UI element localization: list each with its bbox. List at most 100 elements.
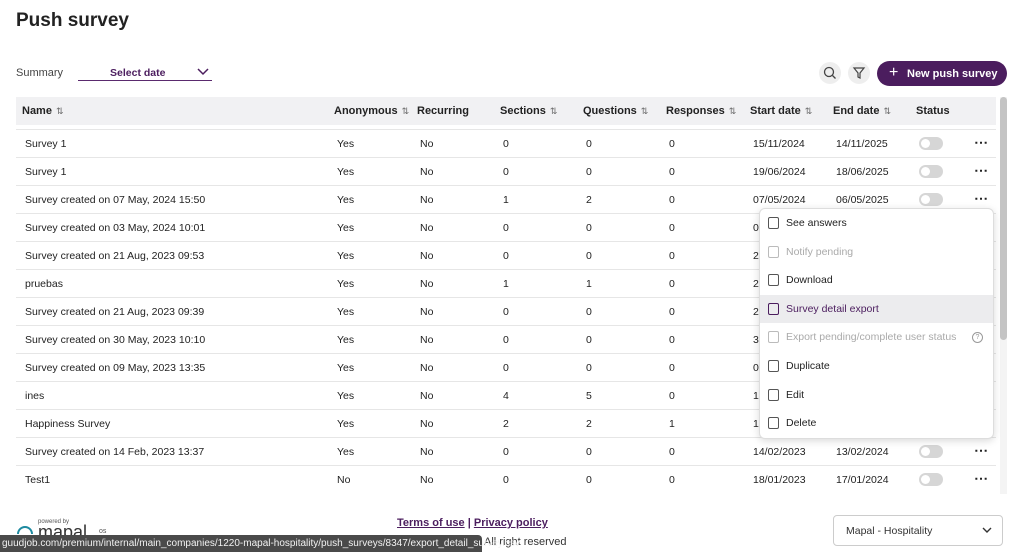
column-header[interactable]: Sections ⇅ bbox=[500, 105, 558, 117]
menu-item[interactable]: Duplicate bbox=[760, 352, 993, 380]
menu-item[interactable]: Delete bbox=[760, 409, 993, 437]
cell: Yes bbox=[337, 222, 355, 234]
cell: 0 bbox=[586, 446, 592, 458]
sort-icon: ⇅ bbox=[728, 106, 737, 116]
menu-icon bbox=[768, 388, 779, 401]
cell: 1 bbox=[753, 418, 759, 430]
cell: 19/06/2024 bbox=[753, 166, 806, 178]
cell: 0 bbox=[503, 222, 509, 234]
cell: 14/11/2025 bbox=[836, 138, 888, 150]
cell: Survey created on 21 Aug, 2023 09:39 bbox=[25, 306, 205, 318]
cell: No bbox=[420, 278, 434, 290]
cell: Survey 1 bbox=[25, 166, 67, 178]
new-survey-text: New push survey bbox=[907, 68, 998, 80]
cell: Yes bbox=[337, 278, 355, 290]
status-toggle[interactable] bbox=[919, 165, 943, 178]
cell: 0 bbox=[586, 334, 592, 346]
chevron bbox=[982, 527, 992, 533]
cell: 1 bbox=[503, 278, 509, 290]
cell: No bbox=[420, 194, 434, 206]
menu-item[interactable]: Survey detail export bbox=[760, 294, 993, 323]
table-row[interactable]: Survey created on 14 Feb, 2023 13:37 Yes N… bbox=[16, 437, 996, 466]
sort-icon: ⇅ bbox=[55, 106, 64, 116]
cell: 0 bbox=[503, 306, 509, 318]
menu-item-label: Notify pending bbox=[786, 245, 854, 258]
menu-item-label: Survey detail export bbox=[786, 302, 879, 315]
plus-icon: + bbox=[889, 64, 899, 81]
rights: All right reserved bbox=[484, 536, 567, 548]
menu-item[interactable]: Download bbox=[760, 266, 993, 294]
filter-button[interactable] bbox=[848, 62, 870, 84]
cell: 13/02/2024 bbox=[836, 446, 889, 458]
table-row[interactable]: Test1 No No 0 0 0 18/01/2023 17/01/2024 ⋯ bbox=[16, 465, 996, 494]
menu-item[interactable]: See answers bbox=[760, 209, 993, 237]
row-actions[interactable]: ⋯ bbox=[974, 134, 988, 150]
row-actions[interactable]: ⋯ bbox=[974, 190, 988, 206]
cell: 0 bbox=[586, 474, 592, 486]
cell: No bbox=[420, 390, 434, 402]
menu-item: Export pending/complete user status? bbox=[760, 323, 993, 351]
cell: No bbox=[420, 138, 434, 150]
cell: No bbox=[420, 250, 434, 262]
company-select[interactable]: Mapal - Hospitality bbox=[833, 515, 1003, 546]
cell: Yes bbox=[337, 138, 355, 150]
menu-icon bbox=[768, 302, 779, 315]
cell: 0 bbox=[669, 474, 675, 486]
menu-item-label: See answers bbox=[786, 217, 847, 229]
cell: 17/01/2024 bbox=[836, 474, 889, 486]
column-header[interactable]: Questions ⇅ bbox=[583, 105, 649, 117]
table-header: Name ⇅ Anonymous ⇅ Recurring Sections ⇅ Questio… bbox=[16, 97, 996, 125]
column-header[interactable]: Responses ⇅ bbox=[666, 105, 737, 117]
cell: Yes bbox=[337, 250, 355, 262]
cell: No bbox=[420, 334, 434, 346]
menu-icon bbox=[768, 417, 779, 430]
cell: ines bbox=[25, 390, 45, 402]
cell: No bbox=[420, 446, 434, 458]
status-url: guudjob.com/premium/internal/main_compan… bbox=[2, 538, 520, 549]
terms-link[interactable]: Terms of use bbox=[397, 517, 465, 529]
cell: 0 bbox=[586, 306, 592, 318]
column-header: Recurring bbox=[417, 105, 469, 117]
cell: 0 bbox=[669, 250, 675, 262]
scroll-thumb[interactable] bbox=[1000, 97, 1007, 340]
row-actions[interactable]: ⋯ bbox=[974, 162, 988, 178]
table-row[interactable]: Survey 1 Yes No 0 0 0 15/11/2024 14/11/2025 ⋯ bbox=[16, 129, 996, 158]
column-header: Status bbox=[916, 105, 950, 117]
column-header[interactable]: Anonymous ⇅ bbox=[334, 105, 410, 117]
status-toggle[interactable] bbox=[919, 137, 943, 150]
cell: 0 bbox=[503, 138, 509, 150]
cell: 1 bbox=[586, 278, 592, 290]
cell: 0 bbox=[753, 222, 759, 234]
column-header[interactable]: Start date ⇅ bbox=[750, 105, 813, 117]
cell: 2 bbox=[586, 194, 592, 206]
cell: 0 bbox=[503, 334, 509, 346]
cell: 0 bbox=[669, 278, 675, 290]
cell: 0 bbox=[669, 446, 675, 458]
cell: 15/11/2024 bbox=[753, 138, 805, 150]
cell: 0 bbox=[753, 362, 759, 374]
separator: | bbox=[467, 517, 471, 529]
privacy-link[interactable]: Privacy policy bbox=[473, 517, 548, 529]
search-button[interactable] bbox=[819, 62, 841, 84]
cell: Yes bbox=[337, 334, 355, 346]
status-toggle[interactable] bbox=[919, 445, 943, 458]
row-actions[interactable]: ⋯ bbox=[974, 442, 988, 458]
menu-icon bbox=[768, 274, 779, 287]
new-survey-button[interactable]: + New push survey bbox=[877, 61, 1007, 86]
menu-item[interactable]: Edit bbox=[760, 381, 993, 409]
cell: Happiness Survey bbox=[25, 418, 111, 430]
status-bar: guudjob.com/premium/internal/main_compan… bbox=[0, 535, 520, 552]
brand-logo bbox=[17, 526, 33, 535]
cell: Survey created on 07 May, 2024 15:50 bbox=[25, 194, 206, 206]
cell: Survey created on 14 Feb, 2023 13:37 bbox=[25, 446, 205, 458]
table-row[interactable]: Survey 1 Yes No 0 0 0 19/06/2024 18/06/2025 ⋯ bbox=[16, 157, 996, 186]
cell: Survey created on 30 May, 2023 10:10 bbox=[25, 334, 206, 346]
cell: Survey created on 03 May, 2024 10:01 bbox=[25, 222, 206, 234]
table-row[interactable]: Survey created on 07 May, 2024 15:50 Yes N… bbox=[16, 185, 996, 214]
status-toggle[interactable] bbox=[919, 473, 943, 486]
column-header[interactable]: Name ⇅ bbox=[22, 105, 64, 117]
status-toggle[interactable] bbox=[919, 193, 943, 206]
column-header[interactable]: End date ⇅ bbox=[833, 105, 891, 117]
row-actions[interactable]: ⋯ bbox=[974, 470, 988, 486]
date-select[interactable]: Select date bbox=[78, 61, 212, 81]
